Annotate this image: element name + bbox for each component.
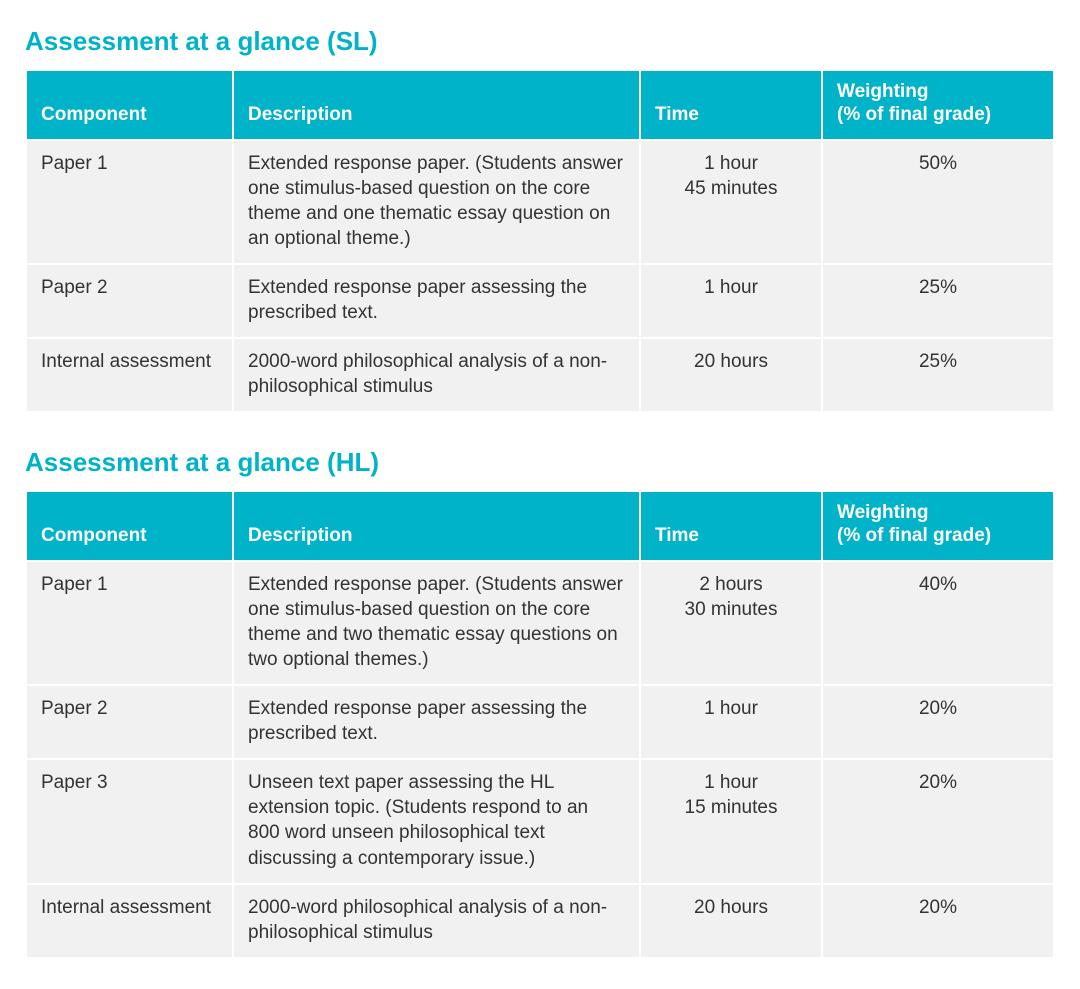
table-header-row: Component Description Time Weighting (% … <box>27 71 1053 139</box>
col-header-component: Component <box>27 71 232 139</box>
cell-description: Extended response paper assessing the pr… <box>234 265 639 337</box>
cell-time: 20 hours <box>641 339 821 411</box>
time-line2: 30 minutes <box>655 597 807 622</box>
col-header-time: Time <box>641 492 821 560</box>
section-title-sl: Assessment at a glance (SL) <box>25 26 1055 57</box>
time-line1: 1 hour <box>655 770 807 795</box>
cell-component: Paper 1 <box>27 141 232 263</box>
cell-description: Extended response paper. (Students answe… <box>234 141 639 263</box>
time-line1: 1 hour <box>655 151 807 176</box>
cell-description: Extended response paper assessing the pr… <box>234 686 639 758</box>
time-line1: 1 hour <box>655 275 807 300</box>
cell-weighting: 20% <box>823 885 1053 957</box>
weighting-header-line1: Weighting <box>837 81 1039 104</box>
weighting-header-line1: Weighting <box>837 502 1039 525</box>
table-row: Paper 3 Unseen text paper assessing the … <box>27 760 1053 882</box>
cell-description: Extended response paper. (Students answe… <box>234 562 639 684</box>
table-row: Paper 2 Extended response paper assessin… <box>27 686 1053 758</box>
time-line1: 2 hours <box>655 572 807 597</box>
assessment-sl-section: Assessment at a glance (SL) Component De… <box>25 26 1055 413</box>
weighting-header-line2: (% of final grade) <box>837 104 1039 127</box>
cell-component: Internal assessment <box>27 885 232 957</box>
cell-time: 1 hour 15 minutes <box>641 760 821 882</box>
table-row: Internal assessment 2000-word philosophi… <box>27 339 1053 411</box>
col-header-component: Component <box>27 492 232 560</box>
cell-time: 20 hours <box>641 885 821 957</box>
cell-weighting: 25% <box>823 339 1053 411</box>
cell-time: 1 hour <box>641 265 821 337</box>
cell-weighting: 50% <box>823 141 1053 263</box>
cell-component: Paper 3 <box>27 760 232 882</box>
cell-description: 2000-word philosophical analysis of a no… <box>234 885 639 957</box>
cell-component: Paper 1 <box>27 562 232 684</box>
cell-weighting: 20% <box>823 760 1053 882</box>
cell-weighting: 20% <box>823 686 1053 758</box>
assessment-hl-section: Assessment at a glance (HL) Component De… <box>25 447 1055 959</box>
time-line1: 20 hours <box>655 349 807 374</box>
cell-time: 1 hour 45 minutes <box>641 141 821 263</box>
col-header-description: Description <box>234 492 639 560</box>
col-header-weighting: Weighting (% of final grade) <box>823 71 1053 139</box>
cell-description: Unseen text paper assessing the HL exten… <box>234 760 639 882</box>
table-row: Paper 2 Extended response paper assessin… <box>27 265 1053 337</box>
cell-description: 2000-word philosophical analysis of a no… <box>234 339 639 411</box>
assessment-table-hl: Component Description Time Weighting (% … <box>25 490 1055 959</box>
assessment-table-sl: Component Description Time Weighting (% … <box>25 69 1055 413</box>
table-row: Paper 1 Extended response paper. (Studen… <box>27 141 1053 263</box>
table-header-row: Component Description Time Weighting (% … <box>27 492 1053 560</box>
table-row: Internal assessment 2000-word philosophi… <box>27 885 1053 957</box>
time-line2: 15 minutes <box>655 795 807 820</box>
cell-weighting: 25% <box>823 265 1053 337</box>
col-header-time: Time <box>641 71 821 139</box>
col-header-weighting: Weighting (% of final grade) <box>823 492 1053 560</box>
cell-component: Paper 2 <box>27 686 232 758</box>
cell-weighting: 40% <box>823 562 1053 684</box>
table-row: Paper 1 Extended response paper. (Studen… <box>27 562 1053 684</box>
cell-time: 2 hours 30 minutes <box>641 562 821 684</box>
cell-time: 1 hour <box>641 686 821 758</box>
weighting-header-line2: (% of final grade) <box>837 525 1039 548</box>
time-line2: 45 minutes <box>655 176 807 201</box>
cell-component: Internal assessment <box>27 339 232 411</box>
cell-component: Paper 2 <box>27 265 232 337</box>
col-header-description: Description <box>234 71 639 139</box>
time-line1: 20 hours <box>655 895 807 920</box>
time-line1: 1 hour <box>655 696 807 721</box>
section-title-hl: Assessment at a glance (HL) <box>25 447 1055 478</box>
